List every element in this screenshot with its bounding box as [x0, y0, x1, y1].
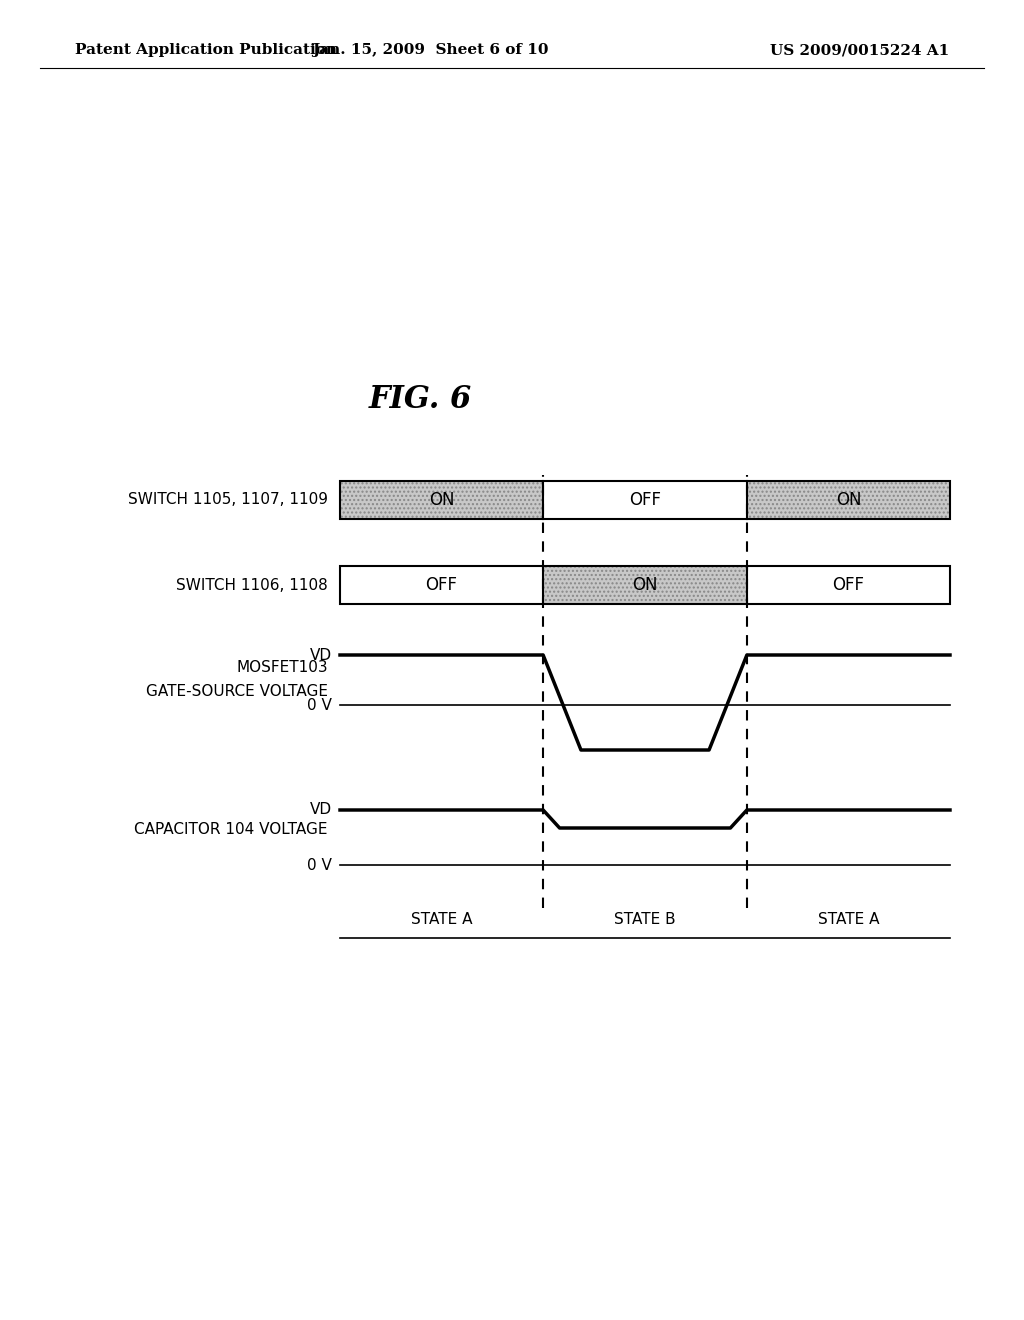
Bar: [746, 480, 950, 519]
Text: SWITCH 1105, 1107, 1109: SWITCH 1105, 1107, 1109: [128, 492, 328, 507]
Text: Patent Application Publication: Patent Application Publication: [75, 44, 337, 57]
Text: ON: ON: [429, 491, 455, 510]
Text: US 2009/0015224 A1: US 2009/0015224 A1: [770, 44, 949, 57]
Bar: [340, 480, 950, 519]
Text: 0 V: 0 V: [307, 858, 332, 873]
Bar: [746, 566, 950, 605]
Bar: [340, 566, 543, 605]
Text: STATE B: STATE B: [614, 912, 676, 928]
Text: ON: ON: [632, 576, 657, 594]
Bar: [543, 566, 746, 605]
Text: VD: VD: [310, 803, 332, 817]
Text: Jan. 15, 2009  Sheet 6 of 10: Jan. 15, 2009 Sheet 6 of 10: [311, 44, 548, 57]
Text: SWITCH 1106, 1108: SWITCH 1106, 1108: [176, 578, 328, 593]
Text: GATE-SOURCE VOLTAGE: GATE-SOURCE VOLTAGE: [146, 685, 328, 700]
Text: OFF: OFF: [426, 576, 458, 594]
Text: VD: VD: [310, 648, 332, 663]
Text: OFF: OFF: [833, 576, 864, 594]
Text: OFF: OFF: [629, 491, 662, 510]
Text: 0 V: 0 V: [307, 697, 332, 713]
Text: CAPACITOR 104 VOLTAGE: CAPACITOR 104 VOLTAGE: [134, 822, 328, 837]
Bar: [340, 480, 543, 519]
Text: FIG. 6: FIG. 6: [369, 384, 472, 416]
Text: STATE A: STATE A: [411, 912, 472, 928]
Text: MOSFET103: MOSFET103: [237, 660, 328, 676]
Bar: [340, 566, 950, 605]
Text: STATE A: STATE A: [818, 912, 880, 928]
Bar: [543, 480, 746, 519]
Text: ON: ON: [836, 491, 861, 510]
